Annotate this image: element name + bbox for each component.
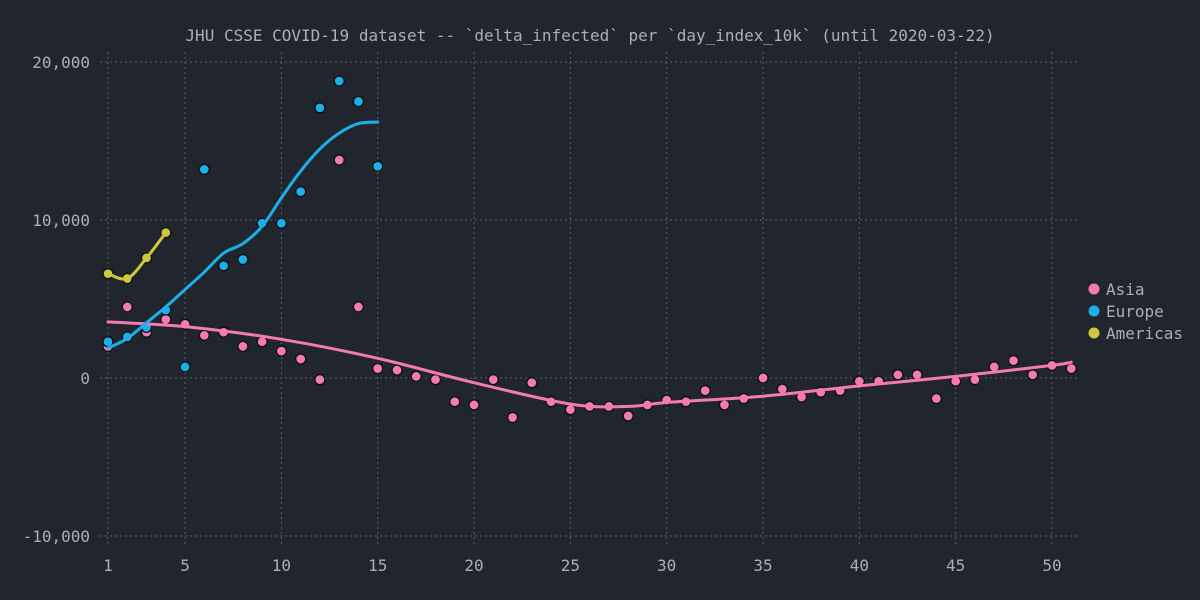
y-tick-label: 0	[80, 369, 90, 388]
data-point-asia	[314, 373, 326, 386]
data-point-asia	[1007, 354, 1020, 367]
data-point-asia	[372, 362, 384, 375]
data-point-asia	[468, 399, 480, 411]
x-tick-label: 20	[464, 556, 483, 575]
data-point-asia	[121, 301, 133, 313]
data-point-europe	[295, 185, 307, 198]
trend-line-americas	[106, 231, 168, 281]
data-point-asia	[352, 301, 365, 313]
legend: Asia Europe Americas	[1088, 280, 1183, 343]
x-tick-label: 1	[103, 556, 113, 575]
x-tick-label: 40	[850, 556, 869, 575]
data-point-europe	[179, 361, 191, 373]
x-tick-label: 50	[1042, 556, 1061, 575]
data-point-europe	[198, 163, 210, 176]
data-point-europe	[314, 102, 326, 114]
data-point-europe	[275, 217, 288, 229]
data-point-asia	[391, 364, 403, 376]
data-point-asia	[699, 384, 711, 397]
data-point-asia	[892, 369, 904, 381]
legend-marker-asia	[1088, 283, 1100, 295]
trend-line-europe	[106, 120, 380, 350]
data-point-asia	[237, 340, 249, 353]
x-tick-label: 15	[368, 556, 387, 575]
legend-marker-americas	[1088, 327, 1100, 339]
x-tick-label: 5	[180, 556, 190, 575]
data-point-asia	[622, 410, 634, 422]
data-point-asia	[930, 392, 943, 405]
y-tick-label: -10,000	[23, 527, 90, 546]
data-point-asia	[526, 377, 538, 389]
x-tick-label: 35	[753, 556, 772, 575]
data-point-europe	[237, 253, 249, 266]
data-point-asia	[160, 313, 172, 326]
y-tick-label: 20,000	[32, 53, 90, 72]
data-point-asia	[275, 345, 288, 357]
trend-lines	[106, 120, 1073, 409]
legend-marker-europe	[1088, 305, 1100, 317]
data-point-asia	[429, 373, 442, 386]
data-points	[102, 75, 1077, 424]
data-point-asia	[487, 373, 499, 386]
trend-line-asia	[106, 320, 1073, 409]
data-point-asia	[449, 396, 461, 408]
data-point-asia	[410, 370, 422, 383]
x-tick-label: 45	[946, 556, 965, 575]
data-point-asia	[757, 372, 769, 384]
data-point-asia	[718, 399, 731, 411]
x-tick-label: 10	[272, 556, 291, 575]
legend-label-asia: Asia	[1106, 280, 1145, 299]
data-point-asia	[506, 411, 519, 424]
x-tick-label: 25	[561, 556, 580, 575]
data-point-asia	[911, 369, 923, 381]
grid	[100, 52, 1080, 546]
data-point-asia	[333, 154, 345, 166]
data-point-europe	[372, 160, 384, 172]
data-point-europe	[333, 75, 345, 87]
data-point-asia	[1065, 362, 1077, 375]
chart-title: JHU CSSE COVID-19 dataset -- `delta_infe…	[185, 26, 994, 45]
legend-label-europe: Europe	[1106, 302, 1164, 321]
y-tick-label: 10,000	[32, 211, 90, 230]
data-point-europe	[352, 95, 365, 108]
data-point-asia	[198, 329, 210, 341]
x-tick-label: 30	[657, 556, 676, 575]
data-point-europe	[217, 260, 230, 272]
data-point-asia	[1027, 369, 1039, 381]
data-point-asia	[295, 353, 307, 365]
legend-label-americas: Americas	[1106, 324, 1183, 343]
